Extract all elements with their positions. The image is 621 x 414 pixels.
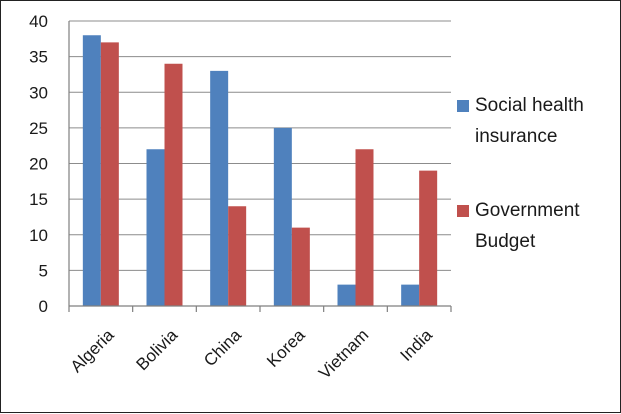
x-tick-label: India <box>396 325 436 365</box>
bar-social-health-insurance-vietnam <box>338 285 356 306</box>
axes <box>69 21 451 312</box>
bar-social-health-insurance-korea <box>274 128 292 306</box>
legend-label: Social health <box>475 95 584 116</box>
x-tick-label: Vietnam <box>315 325 372 382</box>
bar-government-budget-india <box>419 171 437 306</box>
y-tick-label: 20 <box>29 155 48 174</box>
y-tick-label: 0 <box>39 297 48 316</box>
legend-label: Budget <box>475 231 536 252</box>
bar-government-budget-korea <box>292 228 310 306</box>
x-tick-label: Bolivia <box>132 325 181 374</box>
legend-label: Government <box>475 200 580 221</box>
bar-government-budget-bolivia <box>165 64 183 306</box>
bar-government-budget-algeria <box>101 42 119 306</box>
bar-social-health-insurance-algeria <box>83 35 101 306</box>
y-tick-label: 35 <box>29 48 48 67</box>
bar-social-health-insurance-india <box>401 285 419 306</box>
y-tick-label: 40 <box>29 12 48 31</box>
x-tick-labels: Algeria Bolivia China Korea Vietnam India <box>67 325 437 383</box>
legend-label: insurance <box>475 126 557 147</box>
y-tick-label: 30 <box>29 83 48 102</box>
gridlines <box>69 21 451 270</box>
legend: Social health insurance Government Budget <box>457 95 584 252</box>
y-tick-label: 25 <box>29 119 48 138</box>
x-tick-label: Algeria <box>67 325 118 376</box>
bars <box>83 35 437 306</box>
bar-social-health-insurance-bolivia <box>147 149 165 306</box>
x-tick-label: Korea <box>263 325 309 371</box>
y-tick-label: 10 <box>29 226 48 245</box>
bar-government-budget-china <box>228 206 246 306</box>
legend-swatch <box>457 100 469 112</box>
y-tick-labels: 0 5 10 15 20 25 30 35 40 <box>29 12 48 316</box>
x-tick-label: China <box>200 325 245 370</box>
bar-social-health-insurance-china <box>210 71 228 306</box>
y-tick-label: 15 <box>29 190 48 209</box>
y-tick-label: 5 <box>39 261 48 280</box>
legend-swatch <box>457 205 469 217</box>
bar-government-budget-vietnam <box>356 149 374 306</box>
